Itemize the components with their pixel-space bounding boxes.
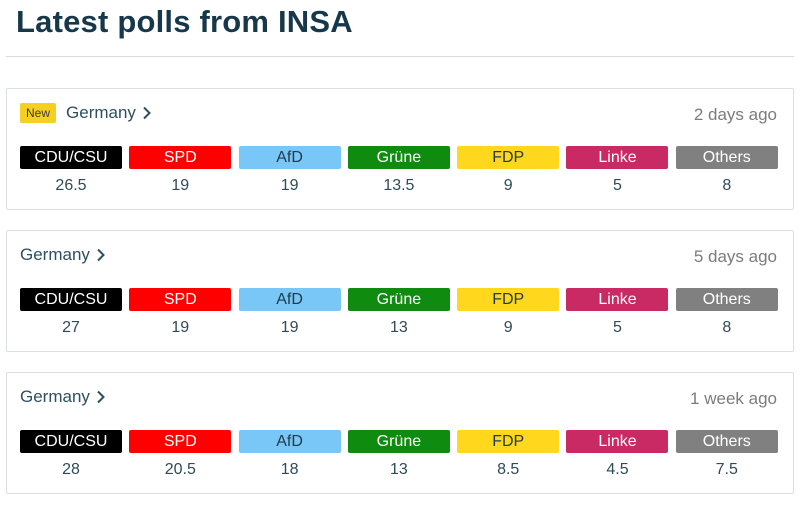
- party-label: FDP: [457, 146, 560, 169]
- party-label: Grüne: [347, 430, 450, 453]
- party-label: AfD: [238, 430, 341, 453]
- party-value: 13: [389, 461, 408, 478]
- region-label: Germany: [66, 103, 136, 122]
- party-result: AfD 19: [238, 288, 341, 337]
- poll-card: New Germany 2 days ago CDU/CSU 26.5 SPD …: [6, 88, 794, 210]
- poll-card-header: New Germany: [20, 103, 152, 123]
- party-result: Others 7.5: [675, 430, 778, 479]
- party-result: CDU/CSU 27: [20, 288, 122, 337]
- party-label: CDU/CSU: [20, 430, 122, 453]
- party-value: 8: [722, 319, 732, 336]
- region-link[interactable]: Germany: [66, 103, 152, 123]
- party-label: AfD: [238, 288, 341, 311]
- title-divider: [6, 56, 794, 57]
- poll-time-ago: 1 week ago: [690, 389, 777, 408]
- chevron-right-icon: [97, 248, 105, 262]
- party-label: CDU/CSU: [20, 288, 122, 311]
- party-value: 18: [280, 461, 299, 478]
- party-result: Linke 5: [566, 146, 669, 195]
- region-link[interactable]: Germany: [20, 387, 106, 407]
- party-label: SPD: [129, 288, 232, 311]
- page-title: Latest polls from INSA: [16, 4, 353, 39]
- party-result: SPD 20.5: [129, 430, 232, 479]
- poll-card: Germany 1 week ago CDU/CSU 28 SPD 20.5 A…: [6, 372, 794, 494]
- party-result: SPD 19: [129, 288, 232, 337]
- region-label: Germany: [20, 245, 90, 264]
- chevron-right-icon: [97, 390, 105, 404]
- region-link[interactable]: Germany: [20, 245, 106, 265]
- poll-time-ago: 2 days ago: [693, 105, 777, 124]
- party-value: 9: [503, 319, 513, 336]
- new-badge: New: [20, 103, 57, 123]
- party-label: SPD: [129, 146, 232, 169]
- party-result: SPD 19: [129, 146, 232, 195]
- party-label: Linke: [566, 146, 669, 169]
- party-result: Others 8: [675, 146, 778, 195]
- party-result: Linke 5: [566, 288, 669, 337]
- party-value: 8: [722, 177, 732, 194]
- region-label: Germany: [20, 387, 90, 406]
- party-result: AfD 18: [238, 430, 341, 479]
- poll-card-header: Germany: [20, 387, 106, 407]
- party-label: FDP: [457, 430, 560, 453]
- party-label: Linke: [566, 430, 669, 453]
- party-label: Grüne: [347, 146, 450, 169]
- party-value: 9: [503, 177, 513, 194]
- party-value: 20.5: [164, 461, 196, 478]
- party-value: 5: [613, 319, 622, 336]
- party-label: Linke: [566, 288, 669, 311]
- party-value: 27: [62, 319, 80, 336]
- poll-list: New Germany 2 days ago CDU/CSU 26.5 SPD …: [6, 88, 794, 514]
- party-results: CDU/CSU 26.5 SPD 19 AfD 19 Grüne 13.5 FD…: [20, 146, 778, 195]
- party-value: 26.5: [55, 177, 87, 194]
- party-value: 13.5: [383, 177, 415, 194]
- party-result: FDP 8.5: [457, 430, 560, 479]
- party-label: Others: [675, 430, 778, 453]
- party-result: FDP 9: [457, 288, 560, 337]
- party-label: FDP: [457, 288, 560, 311]
- party-label: CDU/CSU: [20, 146, 122, 169]
- party-value: 13: [389, 319, 408, 336]
- party-label: Others: [675, 146, 778, 169]
- party-value: 28: [62, 461, 80, 478]
- party-value: 19: [280, 177, 299, 194]
- party-label: Grüne: [347, 288, 450, 311]
- chevron-right-icon: [143, 106, 151, 120]
- party-result: AfD 19: [238, 146, 341, 195]
- poll-time-ago: 5 days ago: [693, 247, 777, 266]
- poll-card: Germany 5 days ago CDU/CSU 27 SPD 19 AfD…: [6, 230, 794, 352]
- party-label: SPD: [129, 430, 232, 453]
- party-result: Linke 4.5: [566, 430, 669, 479]
- party-value: 8.5: [497, 461, 520, 478]
- party-label: AfD: [238, 146, 341, 169]
- party-result: FDP 9: [457, 146, 560, 195]
- party-label: Others: [675, 288, 778, 311]
- party-result: Grüne 13.5: [347, 146, 450, 195]
- party-result: Others 8: [675, 288, 778, 337]
- party-results: CDU/CSU 27 SPD 19 AfD 19 Grüne 13 FDP 9 …: [20, 288, 778, 337]
- party-result: CDU/CSU 28: [20, 430, 122, 479]
- party-value: 4.5: [606, 461, 629, 478]
- party-value: 19: [280, 319, 299, 336]
- party-value: 19: [171, 177, 190, 194]
- party-results: CDU/CSU 28 SPD 20.5 AfD 18 Grüne 13 FDP …: [20, 430, 778, 479]
- party-result: Grüne 13: [347, 430, 450, 479]
- party-result: Grüne 13: [347, 288, 450, 337]
- poll-card-header: Germany: [20, 245, 106, 265]
- party-value: 7.5: [715, 461, 738, 478]
- party-result: CDU/CSU 26.5: [20, 146, 122, 195]
- party-value: 19: [171, 319, 190, 336]
- party-value: 5: [613, 177, 622, 194]
